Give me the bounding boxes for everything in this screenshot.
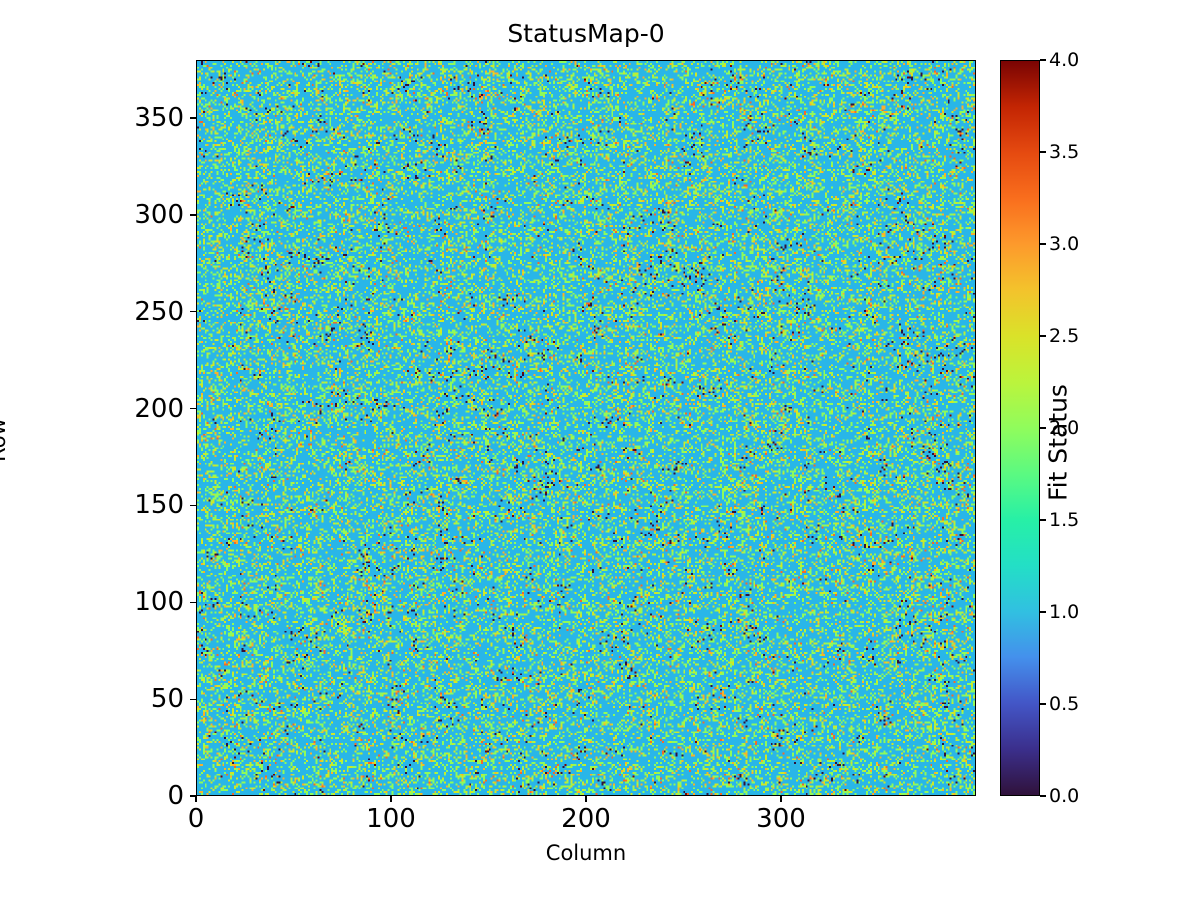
y-tick-label: 150 [134,490,184,521]
heatmap-axes[interactable] [196,60,976,796]
y-tick-mark [190,117,196,119]
colorbar-tick-label: 2.0 [1049,417,1080,439]
colorbar-tick-label: 0.5 [1049,693,1080,715]
x-tick-mark [585,796,587,802]
colorbar-tick-mark [1040,795,1046,797]
x-tick-label: 200 [561,804,611,834]
y-tick-label: 0 [167,781,184,811]
colorbar-label: Fit Status [1043,384,1073,501]
y-tick-mark [190,214,196,216]
x-tick-mark [390,796,392,802]
colorbar-tick-mark [1040,519,1046,521]
colorbar-tick-mark [1040,151,1046,153]
colorbar-tick-mark [1040,427,1046,429]
page-title: StatusMap-0 [507,19,665,48]
colorbar-tick-label: 3.5 [1049,141,1080,163]
y-tick-label: 50 [150,684,184,715]
x-tick-mark [780,796,782,802]
y-tick-mark [190,698,196,700]
y-tick-mark [190,504,196,507]
colorbar-tick-mark [1040,703,1046,705]
x-tick-label: 100 [366,804,416,834]
colorbar-tick-label: 1.0 [1049,601,1080,623]
colorbar-tick-mark [1040,335,1046,337]
heatmap-image[interactable] [197,61,975,795]
colorbar-tick-mark [1040,59,1046,61]
y-axis-label: Row [0,418,10,462]
x-axis-label: Column [545,841,627,865]
y-tick-mark [190,311,196,313]
colorbar-tick-label: 4.0 [1049,49,1080,71]
colorbar-tick-mark [1040,243,1046,245]
y-tick-label: 200 [134,393,184,424]
colorbar-tick-label: 1.5 [1049,509,1080,531]
colorbar-tick-label: 2.5 [1049,325,1080,347]
y-tick-label: 300 [134,199,184,230]
y-tick-mark [190,407,196,410]
y-tick-label: 250 [134,296,184,327]
x-tick-mark [195,796,197,802]
colorbar-tick-label: 0.0 [1049,785,1080,807]
y-tick-label: 350 [134,103,184,134]
x-tick-label: 300 [756,804,806,834]
colorbar-tick-label: 3.0 [1049,233,1080,255]
y-tick-label: 100 [134,587,184,618]
colorbar-tick-mark [1040,611,1046,613]
colorbar[interactable] [1000,60,1040,796]
y-tick-mark [190,795,196,797]
y-tick-mark [190,601,196,603]
x-tick-label: 0 [187,804,205,834]
